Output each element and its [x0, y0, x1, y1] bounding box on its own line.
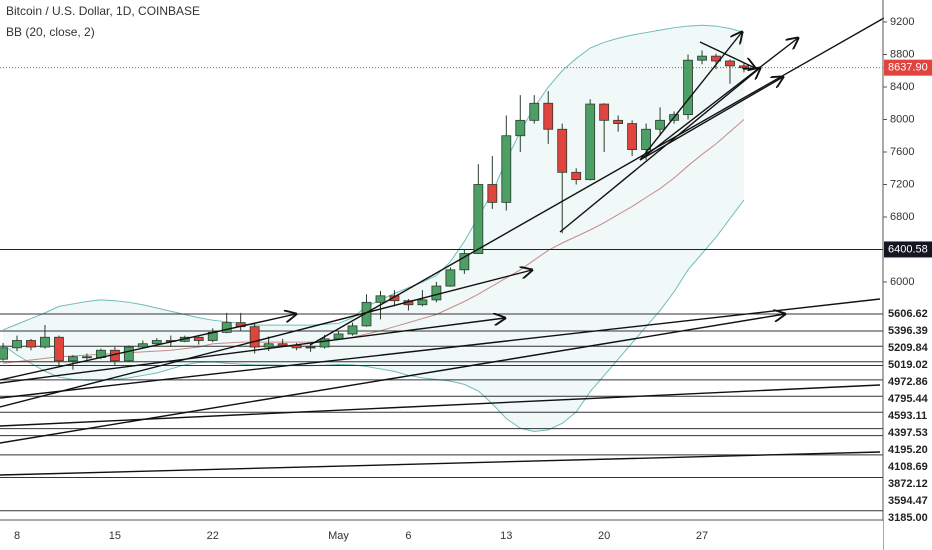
price-axis	[884, 0, 932, 550]
candle-body	[585, 103, 596, 181]
candle-body	[151, 340, 162, 345]
y-tick-label: 7200	[890, 178, 914, 190]
y-tick-label: 7600	[890, 146, 914, 158]
key-level-tag	[884, 241, 932, 258]
trend-arrow	[639, 38, 798, 161]
candle-body	[123, 346, 134, 362]
candle-body	[54, 336, 64, 362]
trend-arrow	[0, 270, 532, 408]
time-axis	[0, 521, 883, 550]
trend-line	[0, 384, 881, 427]
candle-body	[375, 295, 386, 303]
level-label: 4795.44	[888, 393, 929, 405]
candle-body	[305, 346, 316, 349]
level-label: 4397.53	[888, 427, 928, 439]
last-price-tag	[884, 59, 932, 76]
y-tick-label: 9200	[890, 16, 914, 28]
candle-body	[445, 269, 456, 287]
candle-body	[557, 128, 568, 173]
trend-arrow	[0, 314, 785, 444]
chart-title: Bitcoin / U.S. Dollar, 1D, COINBASE	[6, 4, 200, 18]
candle-body	[347, 325, 358, 335]
bb-line	[2, 24, 745, 331]
candle-body	[683, 59, 693, 116]
candle-body	[319, 338, 330, 348]
trend-arrow	[639, 77, 783, 161]
candle-body	[613, 119, 624, 124]
candle-body	[627, 123, 638, 150]
trend-arrow	[559, 68, 760, 233]
candle-body	[277, 343, 288, 346]
level-label: 5396.39	[888, 325, 928, 337]
trend-line	[309, 17, 885, 346]
x-tick-label: 15	[109, 530, 121, 542]
bb-line	[2, 199, 745, 433]
candle-body	[12, 340, 22, 349]
candle-body	[487, 184, 498, 203]
trend-arrow	[0, 318, 505, 384]
candle-body	[473, 184, 484, 254]
candle-body	[417, 299, 428, 306]
x-tick-label: 8	[14, 530, 20, 542]
candle-body	[725, 60, 735, 67]
y-tick-label: 6800	[890, 211, 914, 223]
candle-body	[543, 102, 554, 130]
level-label: 4972.86	[888, 376, 928, 388]
candle-body	[40, 336, 50, 348]
indicator-label: BB (20, close, 2)	[6, 25, 95, 39]
candle-body	[655, 119, 665, 130]
plot-area	[0, 24, 883, 512]
candle-body	[26, 340, 36, 348]
candle-body	[515, 119, 526, 137]
candle-body	[333, 333, 344, 340]
level-label: 4195.20	[888, 444, 928, 456]
candle-body	[68, 356, 78, 362]
y-tick-label: 8400	[890, 81, 914, 93]
y-tick-label: 8000	[890, 113, 914, 125]
candle-body	[389, 295, 400, 302]
bb-fill	[3, 25, 744, 432]
candle-body	[263, 343, 274, 348]
candle-body	[697, 55, 707, 61]
candle-body	[501, 135, 512, 203]
trend-drawings	[0, 17, 885, 476]
candle-body	[249, 326, 260, 348]
trend-line	[0, 451, 881, 476]
level-label: 5209.84	[888, 342, 929, 354]
candle-body	[137, 343, 148, 348]
key-level-label: 6400.58	[888, 243, 928, 255]
axes: 6400.58 5606.62 5396.39 5209.84 5019.02 4972.…	[14, 16, 932, 542]
candle-body	[431, 285, 442, 301]
trend-arrow	[0, 314, 296, 381]
x-tick-label: 27	[696, 530, 708, 542]
last-price-label: 8637.90	[888, 62, 928, 74]
candle-body	[571, 171, 582, 181]
level-label: 3185.00	[888, 512, 928, 524]
candle-body	[82, 356, 92, 359]
candle-body	[193, 336, 204, 341]
y-tick-label: 8800	[890, 48, 914, 60]
x-tick-label: 13	[500, 530, 512, 542]
level-label: 3594.47	[888, 495, 928, 507]
level-label: 4108.69	[888, 461, 928, 473]
level-label: 5606.62	[888, 308, 928, 320]
x-tick-label: 6	[405, 530, 411, 542]
x-tick-label: 22	[207, 530, 219, 542]
level-label: 3872.12	[888, 478, 928, 490]
candle-body	[0, 347, 8, 360]
trend-arrow	[699, 41, 755, 68]
y-tick-label: 6000	[890, 276, 914, 288]
candle-body	[459, 253, 470, 271]
level-label: 5019.02	[888, 359, 928, 371]
candle-body	[221, 322, 232, 333]
candle-body	[641, 128, 651, 150]
x-tick-label: May	[328, 530, 349, 542]
x-tick-label: 20	[598, 530, 610, 542]
candle-body	[599, 103, 610, 121]
level-label: 4593.11	[888, 410, 927, 422]
trend-line	[0, 298, 881, 399]
candle-body	[529, 102, 540, 121]
